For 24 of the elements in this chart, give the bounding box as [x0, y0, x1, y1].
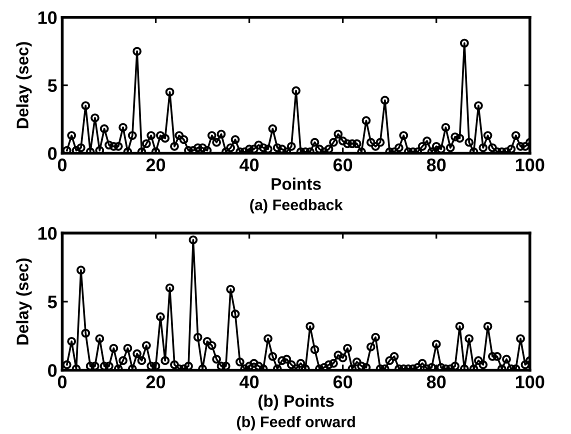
y-tick-label: 0: [48, 364, 57, 377]
text: (a) Feedback: [250, 199, 343, 214]
y-tick-label: 0: [48, 147, 57, 160]
y-tick-label: 5: [48, 79, 57, 92]
x-tick-label: 40: [240, 376, 259, 388]
x-tick-label: 60: [333, 158, 352, 172]
y-tick-label: 10: [38, 11, 57, 24]
x-axis-title: Points: [272, 178, 321, 190]
x-axis-title: (b) Points: [258, 394, 334, 410]
y-axis-title: Delay (sec): [16, 258, 32, 345]
x-tick-label: 100: [516, 158, 544, 172]
text: (b) Feedf orward: [236, 416, 355, 430]
x-tick-label: 0: [58, 158, 67, 172]
y-tick-label: 5: [48, 296, 57, 308]
y-tick-label: 10: [38, 226, 57, 240]
x-tick-label: 20: [146, 376, 166, 388]
x-tick-label: 40: [240, 158, 259, 172]
x-tick-label: 80: [426, 158, 446, 172]
x-tick-label: 60: [333, 376, 352, 388]
x-tick-label: 80: [426, 376, 446, 388]
y-axis-title: Delay (sec): [16, 42, 32, 128]
x-tick-label: 100: [516, 376, 544, 388]
x-tick-label: 20: [146, 158, 166, 172]
x-tick-label: 0: [58, 376, 67, 388]
